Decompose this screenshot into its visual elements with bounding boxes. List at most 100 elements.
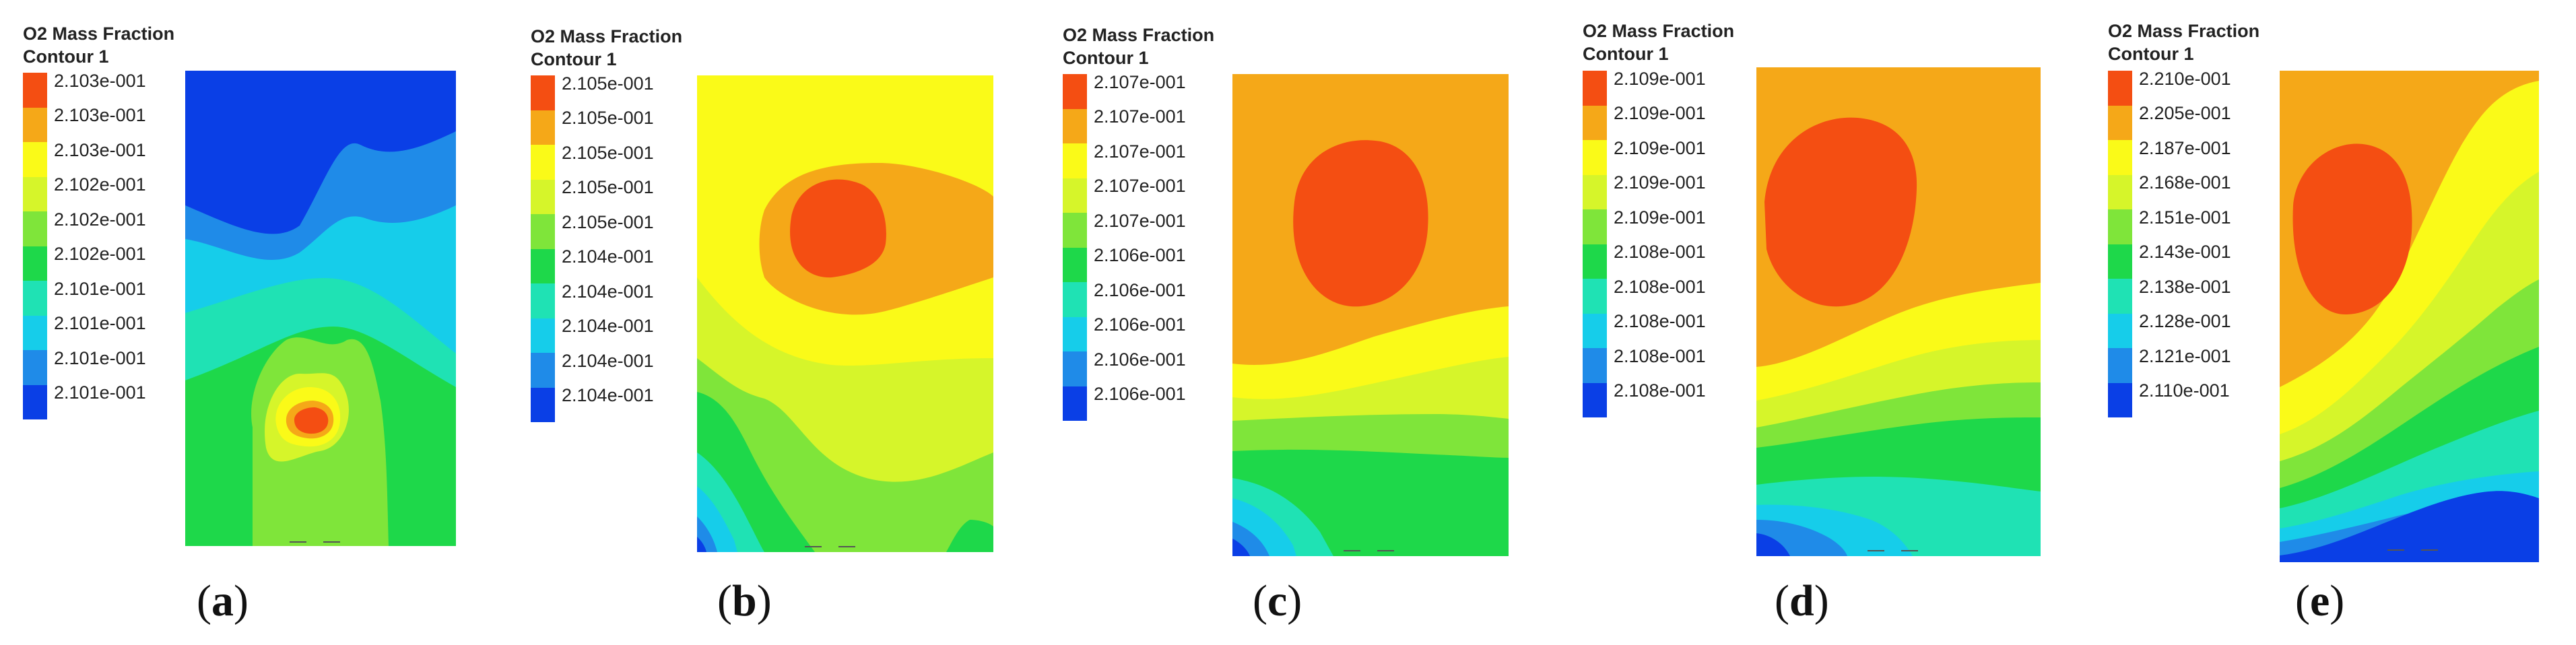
legend-label-1: 2.103e-001 bbox=[54, 71, 146, 91]
legend-label-5: 2.105e-001 bbox=[562, 212, 654, 232]
legend-swatch-2 bbox=[531, 353, 555, 388]
legend-swatch-4 bbox=[1583, 279, 1607, 314]
legend-swatch-4 bbox=[2108, 279, 2132, 314]
legend-swatch-4 bbox=[531, 283, 555, 318]
panel-c: O2 Mass Fraction Contour 1 2.107e-001 2.… bbox=[1037, 0, 1556, 645]
panel-e: O2 Mass Fraction Contour 1 2.210e-001 2.… bbox=[2074, 0, 2576, 645]
legend-swatch-8 bbox=[1583, 140, 1607, 175]
legend-swatch-6 bbox=[2108, 209, 2132, 244]
legend-title: O2 Mass Fraction bbox=[531, 26, 683, 46]
legend-subtitle: Contour 1 bbox=[1063, 48, 1149, 68]
color-legend-bar bbox=[2108, 71, 2132, 417]
legend-label-7: 2.108e-001 bbox=[1614, 277, 1706, 297]
legend-swatch-5 bbox=[23, 246, 47, 281]
caption-paren-open: ( bbox=[1775, 576, 1789, 625]
legend-swatch-9 bbox=[1063, 108, 1087, 143]
legend-label-2: 2.105e-001 bbox=[562, 108, 654, 128]
legend-label-7: 2.101e-001 bbox=[54, 279, 146, 299]
legend-swatch-4 bbox=[1063, 282, 1087, 317]
legend-swatch-8 bbox=[2108, 140, 2132, 175]
legend-swatch-1 bbox=[23, 384, 47, 419]
caption-paren-open: ( bbox=[197, 576, 211, 625]
legend-label-3: 2.109e-001 bbox=[1614, 138, 1706, 158]
legend-title: O2 Mass Fraction bbox=[1063, 25, 1215, 45]
legend-label-9: 2.108e-001 bbox=[1614, 346, 1706, 366]
legend-swatch-2 bbox=[1063, 351, 1087, 386]
legend-label-8: 2.104e-001 bbox=[562, 316, 654, 336]
legend-swatch-1 bbox=[1583, 382, 1607, 417]
contour-plot bbox=[185, 71, 456, 546]
legend-subtitle: Contour 1 bbox=[23, 46, 109, 67]
legend-swatch-1 bbox=[1063, 386, 1087, 421]
legend-label-9: 2.101e-001 bbox=[54, 348, 146, 368]
legend-label-3: 2.103e-001 bbox=[54, 140, 146, 160]
legend-swatch-9 bbox=[2108, 105, 2132, 140]
legend-label-2: 2.103e-001 bbox=[54, 105, 146, 125]
figure-caption-b: (b) bbox=[717, 578, 772, 625]
legend-subtitle: Contour 1 bbox=[1583, 44, 1669, 64]
legend-swatch-7 bbox=[1063, 178, 1087, 213]
legend-label-1: 2.107e-001 bbox=[1094, 72, 1186, 92]
legend-swatch-6 bbox=[531, 214, 555, 249]
caption-paren-open: ( bbox=[2295, 576, 2310, 625]
legend-label-8: 2.108e-001 bbox=[1614, 311, 1706, 331]
legend-swatch-5 bbox=[2108, 244, 2132, 279]
figure-caption-d: (d) bbox=[1775, 578, 1829, 625]
legend-label-4: 2.105e-001 bbox=[562, 177, 654, 197]
legend-label-8: 2.101e-001 bbox=[54, 313, 146, 333]
legend-swatch-6 bbox=[1583, 209, 1607, 244]
legend-subtitle: Contour 1 bbox=[2108, 44, 2194, 64]
figure-caption-a: (a) bbox=[197, 578, 249, 625]
legend-swatch-7 bbox=[23, 176, 47, 211]
legend-swatch-6 bbox=[1063, 213, 1087, 248]
legend-label-10: 2.108e-001 bbox=[1614, 380, 1706, 401]
legend-swatch-10 bbox=[1583, 71, 1607, 106]
legend-title: O2 Mass Fraction bbox=[1583, 21, 1735, 41]
legend-label-8: 2.128e-001 bbox=[2139, 311, 2231, 331]
contour-plot bbox=[697, 75, 993, 552]
legend-swatch-3 bbox=[1063, 316, 1087, 351]
legend-swatch-6 bbox=[23, 211, 47, 246]
legend-label-6: 2.102e-001 bbox=[54, 244, 146, 264]
caption-paren-close: ) bbox=[2330, 576, 2345, 625]
legend-label-5: 2.102e-001 bbox=[54, 209, 146, 230]
color-legend-bar bbox=[531, 75, 555, 422]
caption-letter: d bbox=[1789, 576, 1814, 625]
legend-swatch-1 bbox=[2108, 382, 2132, 417]
legend-label-5: 2.107e-001 bbox=[1094, 211, 1186, 231]
legend-swatch-10 bbox=[1063, 74, 1087, 109]
legend-title: O2 Mass Fraction bbox=[23, 24, 175, 44]
legend-label-3: 2.107e-001 bbox=[1094, 141, 1186, 162]
legend-swatch-2 bbox=[2108, 348, 2132, 383]
legend-swatch-5 bbox=[1583, 244, 1607, 279]
figure-caption-e: (e) bbox=[2295, 578, 2344, 625]
legend-label-10: 2.110e-001 bbox=[2139, 380, 2230, 401]
legend-swatch-3 bbox=[531, 318, 555, 353]
caption-paren-close: ) bbox=[1814, 576, 1829, 625]
legend-swatch-1 bbox=[531, 387, 555, 422]
legend-label-10: 2.101e-001 bbox=[54, 382, 146, 403]
legend-label-8: 2.106e-001 bbox=[1094, 314, 1186, 335]
color-legend-bar bbox=[1063, 74, 1087, 421]
panel-a: O2 Mass Fraction Contour 1 2.103e-001 2.… bbox=[0, 0, 515, 645]
legend-swatch-8 bbox=[531, 145, 555, 180]
legend-swatch-10 bbox=[2108, 71, 2132, 106]
panel-b: O2 Mass Fraction Contour 1 2.105e-001 2.… bbox=[515, 0, 1037, 645]
legend-label-2: 2.109e-001 bbox=[1614, 103, 1706, 123]
legend-label-4: 2.107e-001 bbox=[1094, 176, 1186, 196]
legend-swatch-8 bbox=[23, 142, 47, 177]
legend-label-4: 2.168e-001 bbox=[2139, 172, 2231, 193]
legend-label-3: 2.105e-001 bbox=[562, 143, 654, 163]
legend-label-7: 2.106e-001 bbox=[1094, 280, 1186, 300]
legend-label-5: 2.109e-001 bbox=[1614, 207, 1706, 228]
figure-caption-c: (c) bbox=[1253, 578, 1302, 625]
legend-swatch-2 bbox=[1583, 348, 1607, 383]
legend-label-3: 2.187e-001 bbox=[2139, 138, 2231, 158]
legend-swatch-3 bbox=[23, 315, 47, 350]
legend-label-1: 2.105e-001 bbox=[562, 73, 654, 94]
legend-subtitle: Contour 1 bbox=[531, 49, 617, 69]
legend-label-9: 2.106e-001 bbox=[1094, 349, 1186, 370]
legend-swatch-9 bbox=[531, 110, 555, 145]
legend-label-6: 2.143e-001 bbox=[2139, 242, 2231, 262]
contour-plot bbox=[1756, 67, 2041, 556]
